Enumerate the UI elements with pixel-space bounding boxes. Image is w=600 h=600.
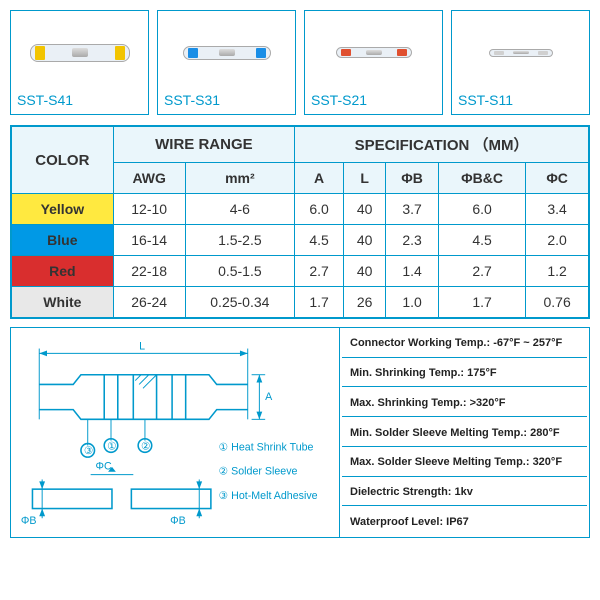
sub-awg: AWG [113, 163, 185, 194]
cell-b: 1.0 [386, 287, 439, 319]
svg-text:ΦB: ΦB [170, 515, 186, 527]
sub-l: L [344, 163, 386, 194]
product-image [164, 17, 289, 88]
col-specification: SPECIFICATION （MM） [295, 126, 589, 163]
connector-diagram: L A [15, 334, 335, 528]
cell-mm2: 0.5-1.5 [185, 256, 294, 287]
col-color: COLOR [11, 126, 113, 194]
table-row: Red22-180.5-1.52.7401.42.71.2 [11, 256, 589, 287]
connector-tube [489, 49, 553, 57]
cell-awg: 22-18 [113, 256, 185, 287]
svg-text:A: A [265, 391, 273, 403]
diagram-box: L A [10, 327, 340, 538]
svg-text:②: ② [141, 440, 151, 452]
info-min-solder: Min. Solder Sleeve Melting Temp.: 280°F [342, 419, 587, 447]
table-row: Yellow12-104-66.0403.76.03.4 [11, 194, 589, 225]
cell-b: 1.4 [386, 256, 439, 287]
bottom-row: L A [10, 327, 590, 538]
svg-text:② Solder Sleeve: ② Solder Sleeve [219, 466, 298, 478]
product-image [17, 17, 142, 88]
sub-phib: ΦB [386, 163, 439, 194]
info-waterproof: Waterproof Level: IP67 [342, 508, 587, 535]
info-working-temp: Connector Working Temp.: -67°F ~ 257°F [342, 330, 587, 358]
spec-table: COLOR WIRE RANGE SPECIFICATION （MM） AWG … [10, 125, 590, 319]
color-cell: Yellow [11, 194, 113, 225]
col-wire-range: WIRE RANGE [113, 126, 294, 163]
sub-phibc: ΦB&C [438, 163, 525, 194]
svg-text:③: ③ [84, 445, 94, 457]
cell-c: 0.76 [526, 287, 589, 319]
product-card: SST-S11 [451, 10, 590, 115]
cell-a: 1.7 [295, 287, 344, 319]
svg-text:ΦB: ΦB [21, 515, 37, 527]
sub-phic: ΦC [526, 163, 589, 194]
info-max-solder: Max. Solder Sleeve Melting Temp.: 320°F [342, 449, 587, 477]
table-row: Blue16-141.5-2.54.5402.34.52.0 [11, 225, 589, 256]
product-image [458, 17, 583, 88]
product-card: SST-S41 [10, 10, 149, 115]
cell-awg: 16-14 [113, 225, 185, 256]
cell-a: 2.7 [295, 256, 344, 287]
connector-tube [336, 47, 412, 58]
cell-c: 2.0 [526, 225, 589, 256]
sub-a: A [295, 163, 344, 194]
svg-text:①: ① [107, 440, 117, 452]
connector-tube [30, 44, 130, 62]
info-min-shrink: Min. Shrinking Temp.: 175°F [342, 360, 587, 388]
color-cell: Red [11, 256, 113, 287]
cell-awg: 12-10 [113, 194, 185, 225]
cell-bc: 1.7 [438, 287, 525, 319]
cell-mm2: 0.25-0.34 [185, 287, 294, 319]
product-card: SST-S31 [157, 10, 296, 115]
cell-bc: 4.5 [438, 225, 525, 256]
product-image [311, 17, 436, 88]
cell-b: 3.7 [386, 194, 439, 225]
cell-c: 1.2 [526, 256, 589, 287]
cell-l: 26 [344, 287, 386, 319]
product-label: SST-S11 [458, 92, 583, 108]
sub-mm2: mm² [185, 163, 294, 194]
product-label: SST-S31 [164, 92, 289, 108]
connector-tube [183, 46, 271, 60]
cell-bc: 6.0 [438, 194, 525, 225]
cell-mm2: 1.5-2.5 [185, 225, 294, 256]
product-card: SST-S21 [304, 10, 443, 115]
color-cell: White [11, 287, 113, 319]
cell-a: 4.5 [295, 225, 344, 256]
product-row: SST-S41 SST-S31 SST-S21 SST-S11 [10, 10, 590, 115]
cell-l: 40 [344, 256, 386, 287]
info-max-shrink: Max. Shrinking Temp.: >320°F [342, 389, 587, 417]
cell-l: 40 [344, 225, 386, 256]
cell-mm2: 4-6 [185, 194, 294, 225]
cell-a: 6.0 [295, 194, 344, 225]
table-row: White26-240.25-0.341.7261.01.70.76 [11, 287, 589, 319]
cell-bc: 2.7 [438, 256, 525, 287]
svg-text:① Heat Shrink Tube: ① Heat Shrink Tube [219, 441, 314, 453]
svg-text:③ Hot-Melt Adhesive: ③ Hot-Melt Adhesive [219, 490, 318, 502]
info-table: Connector Working Temp.: -67°F ~ 257°F M… [340, 327, 590, 538]
cell-c: 3.4 [526, 194, 589, 225]
product-label: SST-S21 [311, 92, 436, 108]
product-label: SST-S41 [17, 92, 142, 108]
cell-awg: 26-24 [113, 287, 185, 319]
info-dielectric: Dielectric Strength: 1kv [342, 479, 587, 507]
color-cell: Blue [11, 225, 113, 256]
svg-text:L: L [139, 341, 145, 353]
cell-b: 2.3 [386, 225, 439, 256]
cell-l: 40 [344, 194, 386, 225]
